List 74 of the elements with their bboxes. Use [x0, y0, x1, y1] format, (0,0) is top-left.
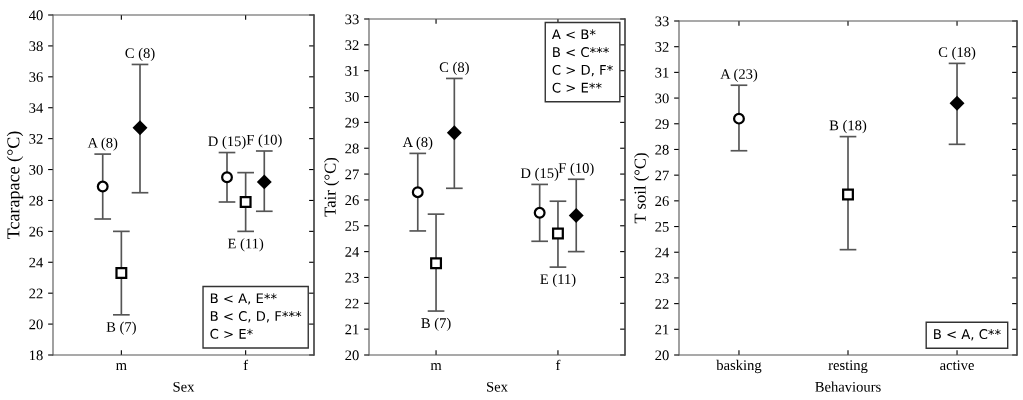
x-tick-label: active — [940, 360, 974, 371]
y-tick-label: 38 — [29, 41, 43, 52]
point — [842, 188, 854, 201]
y-tick-label: 20 — [29, 319, 43, 330]
y-tick-label: 28 — [29, 195, 43, 206]
y-tick-label: 22 — [29, 288, 43, 299]
y-tick-label: 23 — [345, 272, 359, 283]
y-tick-label: 26 — [29, 226, 43, 237]
y-axis-title: Tair (°C) — [324, 157, 340, 217]
annotation: E (11) — [540, 273, 576, 288]
y-tick-label: 30 — [345, 91, 359, 102]
y-tick-label: 28 — [345, 143, 359, 154]
y-tick-label: 24 — [655, 247, 670, 258]
point — [733, 112, 745, 125]
y-tick-label: 30 — [655, 93, 669, 104]
text: A < B* B < C*** C > D, F* C > E** — [551, 29, 613, 93]
x-tick-label: m — [430, 363, 442, 370]
y-axis-title: Tcarapace (°C) — [6, 131, 24, 240]
y-tick-label: 33 — [345, 14, 359, 25]
annotation: F (10) — [246, 134, 282, 148]
annotation: E (11) — [227, 238, 264, 252]
y-tick-label: 32 — [29, 134, 43, 144]
annotation: B (7) — [106, 321, 136, 335]
y-tick-label: 40 — [28, 10, 43, 21]
annotation: A (23) — [720, 68, 758, 82]
annotation: B (7) — [421, 317, 451, 332]
y-tick-label: 30 — [29, 164, 43, 175]
annotation: B (18) — [829, 120, 867, 134]
y-tick-label: 21 — [345, 324, 359, 335]
annotation: A (8) — [402, 136, 433, 151]
x-tick-label: f — [555, 359, 561, 370]
y-tick-label: 20 — [345, 350, 359, 361]
y-tick-label: 33 — [655, 16, 669, 27]
y-tick-label: 26 — [345, 195, 359, 206]
y-tick-label: 24 — [345, 247, 360, 257]
y-tick-label: 24 — [29, 257, 44, 268]
x-axis-title: Sex — [173, 381, 195, 392]
y-tick-label: 34 — [29, 103, 44, 113]
annotation: C (8) — [439, 61, 469, 76]
x-axis-title: Sex — [487, 381, 508, 392]
annotation: A (8) — [87, 137, 118, 151]
annotation: C (18) — [938, 46, 976, 61]
annotation: D (15) — [520, 167, 559, 182]
y-tick-label: 25 — [345, 221, 359, 231]
x-axis-title: Behaviours — [815, 381, 881, 392]
y-tick-label: 29 — [345, 117, 359, 128]
x-tick-label: m — [115, 363, 127, 370]
y-tick-label: 27 — [345, 169, 359, 180]
annotation: D (15) — [208, 135, 246, 150]
y-tick-label: 27 — [655, 170, 669, 181]
y-tick-label: 36 — [29, 72, 43, 83]
annotation: F (10) — [558, 162, 594, 176]
y-tick-label: 23 — [655, 273, 669, 284]
annotation: B < A, E** B < C, D, F*** C > E* — [210, 293, 302, 339]
point — [950, 96, 965, 111]
y-tick-label: 25 — [655, 221, 669, 232]
y-axis-title: T soil (°C) — [634, 153, 650, 224]
y-tick-label: 18 — [29, 350, 43, 361]
x-tick-label: basking — [716, 359, 762, 374]
y-tick-label: 26 — [655, 196, 669, 207]
y-tick-label: 22 — [345, 298, 359, 309]
y-tick-label: 32 — [655, 42, 669, 52]
annotation: B < A, C** — [934, 329, 1001, 341]
y-tick-label: 31 — [345, 66, 359, 76]
y-tick-label: 32 — [345, 40, 359, 51]
y-tick-label: 31 — [655, 67, 669, 78]
y-tick-label: 29 — [655, 119, 669, 129]
y-tick-label: 20 — [655, 350, 669, 361]
x-tick-label: resting — [828, 360, 868, 374]
y-tick-label: 22 — [655, 299, 669, 309]
y-tick-label: 21 — [655, 324, 669, 335]
x-tick-label: f — [243, 359, 249, 370]
y-tick-label: 28 — [655, 144, 669, 155]
annotation: C (8) — [125, 47, 155, 62]
